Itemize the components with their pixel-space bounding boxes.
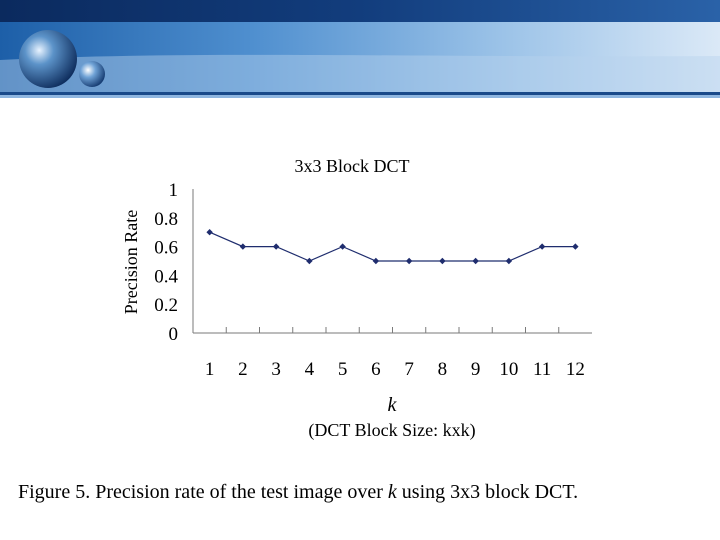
y-tick-label: 0.4 xyxy=(154,266,178,287)
data-point-marker xyxy=(339,243,346,250)
data-point-marker xyxy=(505,257,513,265)
data-point-marker xyxy=(572,243,579,250)
y-tick-label: 0.8 xyxy=(154,209,178,230)
x-tick-label: 12 xyxy=(566,359,585,380)
figure-caption: Figure 5. Precision rate of the test ima… xyxy=(18,481,718,504)
x-tick-label: 11 xyxy=(533,359,551,380)
data-point-marker xyxy=(239,243,247,250)
caption-k: k xyxy=(387,481,397,503)
x-tick-label: 10 xyxy=(499,359,518,380)
x-tick-label: 1 xyxy=(205,359,215,380)
x-tick-label: 3 xyxy=(271,359,281,380)
chart-title: 3x3 Block DCT xyxy=(295,156,410,176)
data-point-marker xyxy=(405,257,413,265)
data-point-marker xyxy=(538,243,546,250)
data-point-marker xyxy=(306,257,313,265)
data-point-marker xyxy=(439,257,446,265)
x-tick-label: 6 xyxy=(371,359,381,380)
x-tick-label: 8 xyxy=(438,359,448,380)
globe-icon xyxy=(19,30,77,88)
globe-small-icon xyxy=(79,61,105,87)
x-axis-label: k xyxy=(388,394,398,416)
y-tick-label: 0.2 xyxy=(154,295,178,316)
header-banner xyxy=(0,0,720,98)
data-point-marker xyxy=(272,243,280,250)
data-point-marker xyxy=(372,257,380,265)
x-tick-label: 9 xyxy=(471,359,481,380)
data-point-marker xyxy=(206,229,213,236)
y-axis-label: Precision Rate xyxy=(121,210,141,314)
x-tick-label: 5 xyxy=(338,359,348,380)
x-axis-sublabel: (DCT Block Size: kxk) xyxy=(308,420,475,441)
y-tick-label: 0 xyxy=(169,324,179,345)
y-tick-label: 1 xyxy=(169,180,179,201)
x-tick-label: 7 xyxy=(404,359,414,380)
data-point-marker xyxy=(472,257,479,265)
x-tick-label: 4 xyxy=(305,359,315,380)
caption-suffix: using 3x3 block DCT. xyxy=(396,481,579,503)
x-tick-label: 2 xyxy=(238,359,248,380)
caption-prefix: Figure 5. Precision rate of the test ima… xyxy=(18,481,388,503)
y-tick-label: 0.6 xyxy=(154,238,178,259)
series-line xyxy=(209,231,576,262)
